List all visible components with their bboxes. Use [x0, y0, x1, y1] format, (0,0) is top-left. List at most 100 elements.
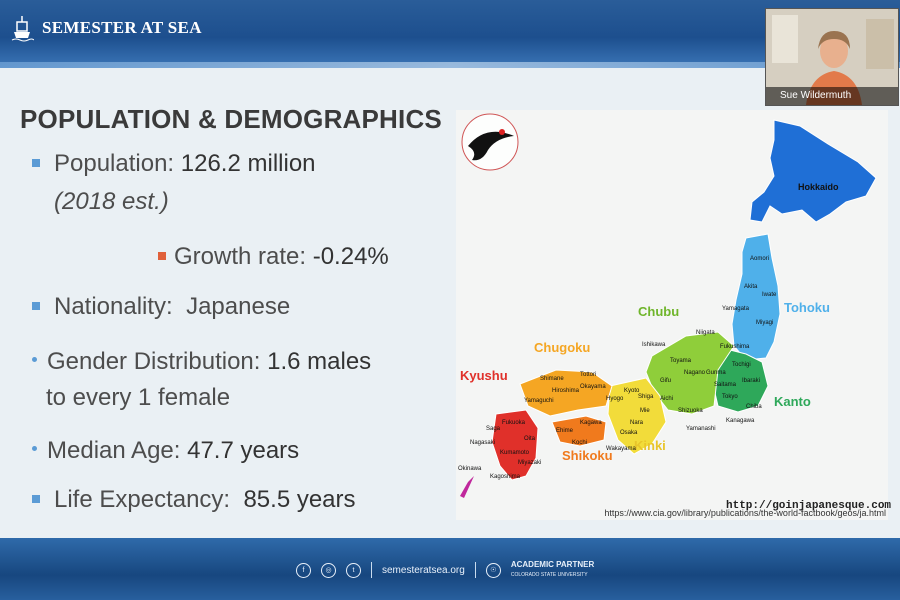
region-kyushu	[491, 409, 539, 481]
partner-line-1: ACADEMIC PARTNER	[510, 560, 595, 569]
label-tohoku: Tohoku	[784, 300, 830, 315]
pref-kochi: Kochi	[572, 440, 587, 446]
label-chubu: Chubu	[638, 304, 679, 319]
growth-label: Growth rate:	[174, 243, 307, 270]
region-kinki	[607, 377, 667, 455]
gender-value-1: 1.6 males	[267, 348, 372, 375]
map-source-url: http://goinjapanesque.com	[726, 500, 892, 512]
label-kanto: Kanto	[774, 394, 811, 409]
pref-fukuoka: Fukuoka	[502, 420, 526, 426]
bullet-square-icon	[32, 301, 40, 310]
pref-shizuoka: Shizuoka	[678, 408, 703, 414]
facebook-icon[interactable]: f	[296, 562, 311, 578]
twitter-icon[interactable]: t	[346, 562, 361, 578]
pref-kanagawa: Kanagawa	[726, 418, 755, 424]
bullet-population: Population: 126.2 million	[32, 148, 316, 180]
instagram-icon[interactable]: ◎	[321, 562, 336, 578]
pref-ehime: Ehime	[556, 428, 574, 434]
bullet-growth: Growth rate: -0.24%	[158, 241, 389, 273]
pref-wakayama: Wakayama	[606, 446, 636, 452]
pref-kyoto: Kyoto	[624, 388, 640, 394]
pref-ishikawa: Ishikawa	[642, 342, 666, 348]
region-shikoku	[551, 415, 607, 447]
japan-map-panel: Hokkaido Tohoku Kanto Chubu Kinki Chugok…	[456, 110, 892, 520]
pref-nagasaki: Nagasaki	[470, 440, 495, 446]
bullet-median-age: Median Age: 47.7 years	[32, 435, 299, 467]
pref-oita: Oita	[524, 436, 536, 442]
pref-kagoshima: Kagoshima	[490, 474, 521, 480]
footer-divider	[371, 562, 372, 578]
region-okinawa	[460, 476, 474, 498]
crane-logo-icon	[461, 113, 519, 171]
pref-yamanashi: Yamanashi	[686, 426, 716, 432]
region-hokkaido	[749, 119, 877, 223]
pref-nagano: Nagano	[684, 370, 706, 376]
population-label: Population:	[54, 150, 175, 177]
japan-map: Hokkaido Tohoku Kanto Chubu Kinki Chugok…	[458, 113, 877, 498]
csu-ram-logo-icon: ☉	[485, 562, 501, 578]
pref-niigata: Niigata	[696, 330, 715, 336]
pref-akita: Akita	[744, 284, 758, 290]
pref-toyama: Toyama	[670, 358, 692, 364]
pref-iwate: Iwate	[762, 292, 777, 298]
pref-shimane: Shimane	[540, 376, 564, 382]
pref-hyogo: Hyogo	[606, 396, 624, 402]
bullet-square-icon	[32, 494, 40, 503]
webcam-tile[interactable]: Sue Wildermuth	[765, 8, 899, 106]
pref-okayama: Okayama	[580, 384, 606, 390]
pref-aomori: Aomori	[750, 256, 769, 262]
participant-name: Sue Wildermuth	[766, 87, 898, 105]
pref-ibaraki: Ibaraki	[742, 378, 760, 384]
pref-osaka: Osaka	[620, 430, 638, 436]
partner-line-2: COLORADO STATE UNIVERSITY	[510, 572, 588, 578]
pref-tokyo: Tokyo	[722, 394, 738, 400]
header-band: SEMESTER AT SEA	[0, 0, 900, 68]
brand: SEMESTER AT SEA	[10, 14, 202, 42]
pref-yamagata: Yamagata	[722, 306, 750, 312]
population-note: (2018 est.)	[54, 188, 169, 215]
pref-yamaguchi: Yamaguchi	[524, 398, 554, 404]
life-label: Life Expectancy:	[54, 486, 231, 513]
gender-value-2: to every 1 female	[46, 384, 231, 411]
bullet-gender: Gender Distribution: 1.6 males	[32, 346, 371, 378]
bullet-square-icon	[158, 251, 166, 260]
median-label: Median Age:	[47, 437, 181, 464]
gender-label: Gender Distribution:	[47, 348, 261, 375]
citation-link[interactable]: https://www.cia.gov/library/publications…	[604, 508, 886, 518]
ship-logo-icon	[11, 16, 34, 42]
pref-tochigi: Tochigi	[732, 362, 751, 368]
bullet-square-icon	[32, 158, 40, 167]
label-kinki: Kinki	[634, 438, 666, 453]
label-shikoku: Shikoku	[562, 448, 613, 463]
life-value: 85.5 years	[243, 486, 356, 513]
nationality-value: Japanese	[186, 293, 291, 320]
pref-fukushima: Fukushima	[720, 344, 750, 350]
median-value: 47.7 years	[187, 437, 300, 464]
prefecture-labels: Aomori Akita Iwate Yamagata Miyagi Niiga…	[458, 256, 777, 480]
pref-aichi: Aichi	[660, 396, 673, 402]
pref-okinawa: Okinawa	[458, 466, 482, 472]
footer-content: f ◎ t semesteratsea.org ☉ ACADEMIC PARTN…	[296, 560, 594, 580]
nationality-label: Nationality:	[54, 293, 173, 320]
pref-chiba: Chiba	[746, 404, 762, 410]
bullet-dot-icon	[32, 446, 37, 452]
footer-divider	[474, 562, 476, 578]
brand-name: SEMESTER AT SEA	[42, 18, 202, 37]
pref-gunma: Gunma	[706, 370, 726, 376]
pref-miyagi: Miyagi	[756, 320, 773, 326]
pref-tottori: Tottori	[580, 372, 596, 378]
pref-saitama: Saitama	[714, 382, 737, 388]
label-hokkaido: Hokkaido	[798, 182, 839, 192]
population-value: 126.2 million	[180, 150, 316, 177]
label-kyushu: Kyushu	[460, 368, 508, 383]
pref-miyazaki: Miyazaki	[518, 460, 541, 466]
pref-saga: Saga	[486, 426, 501, 432]
slide: POPULATION & DEMOGRAPHICS Population: 12…	[0, 68, 900, 538]
growth-value: -0.24%	[312, 243, 389, 270]
bullet-life-expectancy: Life Expectancy: 85.5 years	[32, 484, 356, 516]
pref-hiroshima: Hiroshima	[552, 388, 580, 394]
footer-band: f ◎ t semesteratsea.org ☉ ACADEMIC PARTN…	[0, 538, 900, 600]
pref-kumamoto: Kumamoto	[500, 450, 530, 456]
footer-website[interactable]: semesteratsea.org	[382, 564, 465, 576]
label-chugoku: Chugoku	[534, 340, 590, 355]
